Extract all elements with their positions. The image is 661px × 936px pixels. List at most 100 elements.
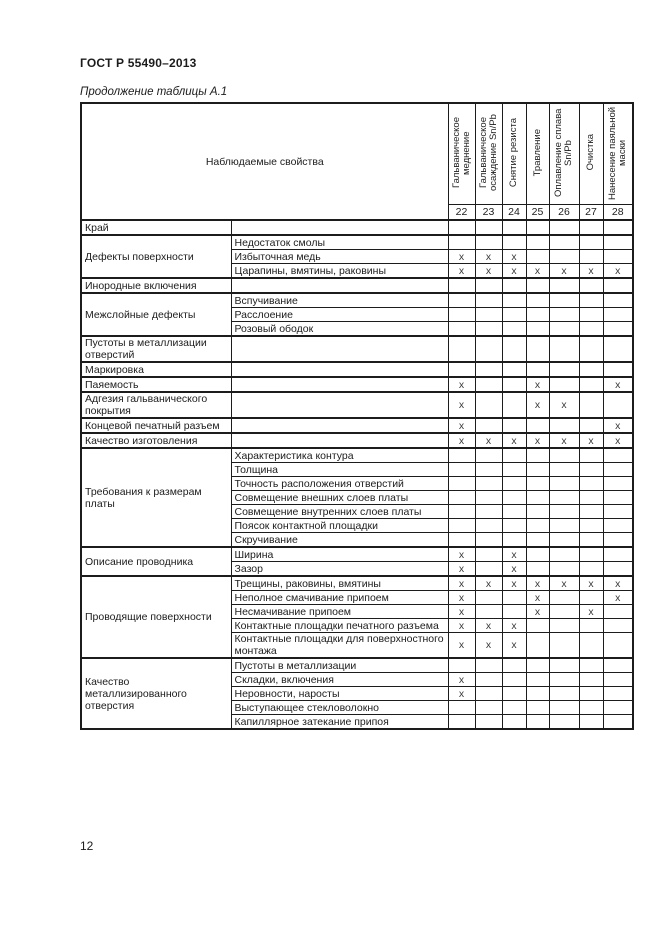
header-row-numbers: 22 23 24 25 26 27 28 [81, 204, 634, 221]
table-header: Наблюдаемые свойства Гальваническое медне… [80, 102, 634, 221]
mark-cell [474, 476, 503, 491]
table-row: Совмещение внутренних слоев платы [81, 504, 634, 519]
category-cell: Инородные включения [80, 277, 232, 294]
table-row: Концевой печатный разъем х х [80, 417, 634, 434]
category-cell: Адгезия гальванического покрытия [80, 391, 232, 419]
mark-cell [548, 292, 580, 308]
mark-cell [474, 561, 503, 577]
mark-cell [602, 561, 634, 577]
mark-cell [501, 672, 527, 687]
property-cell: Характеристика контура [230, 447, 449, 463]
table-row: Требования к размерам платы Характеристик… [80, 447, 634, 548]
column-number-cell: 27 [578, 204, 604, 221]
mark-cell [578, 447, 604, 463]
mark-cell: х [501, 618, 527, 633]
mark-cell [501, 361, 527, 378]
property-cell: Вспучивание [230, 292, 449, 308]
property-cell [230, 335, 449, 363]
mark-cell [548, 686, 580, 701]
mark-cell [525, 277, 550, 294]
property-cell: Точность расположения отверстий [230, 476, 449, 491]
mark-cell [501, 277, 527, 294]
mark-cell [525, 361, 550, 378]
mark-cell: х [602, 417, 634, 434]
property-cell: Зазор [230, 561, 449, 577]
property-cell [230, 391, 449, 419]
mark-cell [548, 417, 580, 434]
mark-cell [474, 686, 503, 701]
process-column-label: Снятие резиста [508, 117, 519, 188]
column-number-cell: 23 [474, 204, 503, 221]
mark-cell [501, 462, 527, 477]
mark-cell: х [578, 604, 604, 619]
process-column-label: Оплавление сплава Sn/Pb [553, 108, 574, 197]
mark-cell [501, 292, 527, 308]
mark-cell [548, 321, 580, 337]
mark-cell [548, 632, 580, 659]
mark-cell [501, 417, 527, 434]
mark-cell [447, 490, 476, 505]
table-row: Неровности, наросты х [81, 686, 634, 701]
mark-cell: х [525, 376, 550, 393]
mark-cell [474, 657, 503, 673]
property-cell: Толщина [230, 462, 449, 477]
mark-cell: х [447, 432, 476, 449]
mark-cell [447, 219, 476, 236]
mark-cell [578, 234, 604, 250]
mark-cell: х [447, 590, 476, 605]
table-row: Межслойные дефекты Вспучивание [80, 292, 634, 337]
column-number-cell: 25 [525, 204, 550, 221]
mark-cell [548, 532, 580, 548]
mark-cell [525, 546, 550, 562]
mark-cell [602, 219, 634, 236]
category-cell: Концевой печатный разъем [80, 417, 232, 434]
mark-cell [525, 657, 550, 673]
table-row: Паяемость х х х [80, 376, 634, 393]
mark-cell [525, 490, 550, 505]
mark-cell: х [447, 376, 476, 393]
mark-cell: х [501, 249, 527, 264]
mark-cell [548, 700, 580, 715]
mark-cell [447, 277, 476, 294]
mark-cell [525, 321, 550, 337]
mark-cell [578, 490, 604, 505]
mark-cell [602, 546, 634, 562]
mark-cell: х [525, 391, 550, 419]
mark-cell [501, 504, 527, 519]
mark-cell [474, 504, 503, 519]
process-column-header: Оплавление сплава Sn/Pb [548, 102, 580, 205]
mark-cell [578, 361, 604, 378]
property-cell: Поясок контактной площадки [230, 518, 449, 533]
mark-cell [525, 532, 550, 548]
mark-cell [548, 657, 580, 673]
property-cell: Расслоение [230, 307, 449, 322]
mark-cell [474, 361, 503, 378]
mark-cell: х [447, 686, 476, 701]
mark-cell [501, 590, 527, 605]
mark-cell: х [525, 604, 550, 619]
table-row: Выступающее стекловолокно [81, 700, 634, 715]
mark-cell [602, 249, 634, 264]
mark-cell [548, 714, 580, 730]
mark-cell [447, 504, 476, 519]
mark-cell [578, 672, 604, 687]
mark-cell [578, 632, 604, 659]
mark-cell: х [474, 575, 503, 591]
mark-cell [501, 321, 527, 337]
mark-cell: х [474, 632, 503, 659]
mark-cell: х [578, 575, 604, 591]
mark-cell: х [501, 561, 527, 577]
mark-cell [602, 234, 634, 250]
process-column-label: Травление [531, 128, 543, 177]
mark-cell [525, 686, 550, 701]
mark-cell [447, 657, 476, 673]
mark-cell [548, 447, 580, 463]
mark-cell: х [602, 590, 634, 605]
mark-cell [578, 391, 604, 419]
mark-cell [602, 447, 634, 463]
mark-cell [525, 672, 550, 687]
mark-cell: х [474, 432, 503, 449]
mark-cell [578, 657, 604, 673]
mark-cell: х [602, 263, 634, 279]
mark-cell [474, 292, 503, 308]
